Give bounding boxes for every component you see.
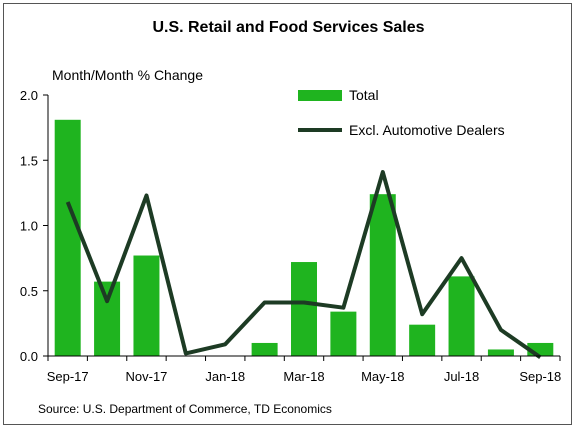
x-tick-label: Jul-18 — [444, 369, 479, 384]
bar-series — [54, 119, 554, 356]
y-tick-label: 0.0 — [20, 349, 38, 364]
y-tick-label: 1.0 — [20, 219, 38, 234]
y-tick-label: 0.5 — [20, 284, 38, 299]
bar-Mar-18 — [291, 262, 317, 356]
source-note: Source: U.S. Department of Commerce, TD … — [38, 402, 332, 416]
bar-Feb-18 — [251, 342, 278, 356]
axes: 0.0 0.5 1.0 1.5 2.0 Sep-17 Nov-17 Jan-18 Mar-18 M… — [20, 88, 561, 384]
legend: Total Excl. Automotive Dealers — [298, 87, 505, 138]
bar-Jul-18 — [448, 276, 475, 356]
x-tick-label: Jan-18 — [205, 369, 245, 384]
y-tick-label: 2.0 — [20, 88, 38, 103]
y-tick-label: 1.5 — [20, 153, 38, 168]
chart-title: U.S. Retail and Food Services Sales — [152, 19, 425, 36]
legend-swatch-total — [298, 90, 342, 101]
legend-label-total: Total — [349, 87, 379, 103]
line-series — [65, 170, 542, 359]
bar-Aug-18 — [487, 349, 514, 356]
x-tick-label: Sep-18 — [519, 369, 561, 384]
x-tick-label: Mar-18 — [283, 369, 324, 384]
bar-May-18 — [369, 194, 396, 356]
bar-Oct-17 — [94, 281, 121, 356]
bar-Jun-18 — [409, 324, 436, 356]
y-axis-label: Month/Month % Change — [52, 67, 203, 83]
bar-Apr-18 — [330, 311, 357, 356]
x-tick-label: Nov-17 — [126, 369, 168, 384]
legend-label-excl-auto: Excl. Automotive Dealers — [349, 122, 505, 138]
x-tick-label: Sep-17 — [47, 369, 89, 384]
bar-Sep-17 — [54, 119, 81, 356]
bar-Nov-17 — [133, 255, 160, 356]
x-tick-label: May-18 — [361, 369, 404, 384]
